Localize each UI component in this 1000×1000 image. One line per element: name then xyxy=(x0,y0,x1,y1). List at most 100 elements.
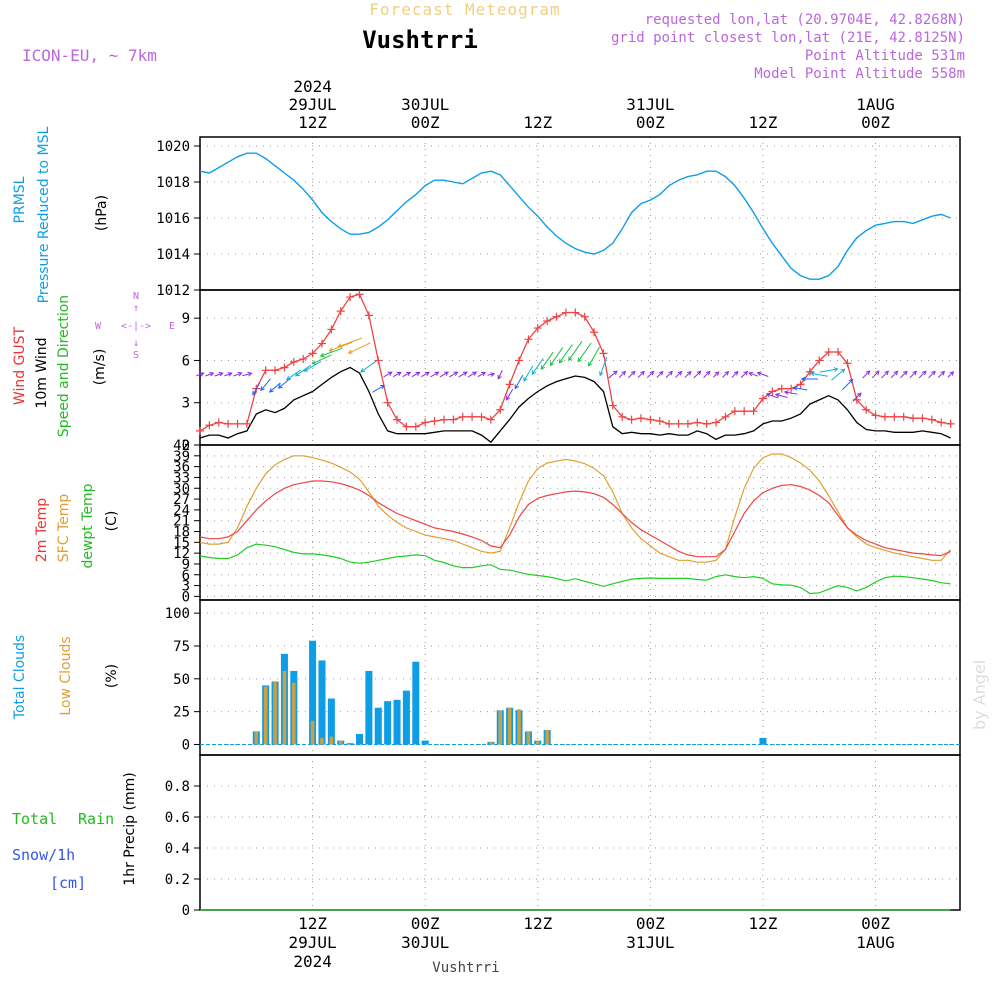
wind-arrow xyxy=(549,347,564,367)
precip-tick-label: 0.2 xyxy=(165,872,190,888)
gust-marker xyxy=(515,356,524,365)
wind-arrow-shaft xyxy=(722,371,729,378)
wind-arrow-shaft xyxy=(568,341,583,361)
wind-arrow-shaft xyxy=(242,372,252,377)
temp-tick-label: 27 xyxy=(173,492,190,508)
wind-arrow-shaft xyxy=(748,372,759,377)
wind-label-gust: Wind GUST xyxy=(12,326,28,405)
wind-arrow xyxy=(819,367,839,373)
wind-arrow-shaft xyxy=(303,361,322,372)
top-time-label: 00Z xyxy=(861,113,890,132)
low-cloud-bar xyxy=(263,686,268,745)
gust-marker xyxy=(843,359,852,368)
wind-arrow xyxy=(402,371,412,378)
panel-pressure: 1012 1014 1016 1018 1020 xyxy=(156,136,961,299)
wind-arrow-head xyxy=(406,371,412,377)
wind-arrow-head xyxy=(260,386,265,392)
wind-10m-line xyxy=(199,366,951,444)
wind-arrow-shaft xyxy=(224,372,232,377)
clouds-tick-label: 50 xyxy=(173,672,190,688)
gust-marker xyxy=(618,412,627,421)
wind-arrow xyxy=(411,371,421,378)
pressure-frame xyxy=(199,136,961,291)
wind-arrow-head xyxy=(893,370,899,376)
wind-arrow-shaft xyxy=(286,369,302,381)
total-cloud-bar xyxy=(346,743,354,745)
total-cloud-bar xyxy=(365,670,373,745)
low-cloud-bar xyxy=(536,740,540,745)
wind-arrow xyxy=(392,371,402,378)
wind-arrow-head xyxy=(347,349,353,354)
wind-arrow-head xyxy=(218,372,224,377)
gust-marker xyxy=(805,367,814,376)
wind-arrow-head xyxy=(268,388,274,393)
wind-arrow-shaft xyxy=(320,347,343,357)
wind-arrow-shaft xyxy=(439,371,449,378)
wind-arrow xyxy=(196,372,205,377)
low-cloud-bar xyxy=(545,730,549,745)
wind-arrow xyxy=(937,370,946,379)
wind-arrow xyxy=(347,342,371,354)
wind-arrow-head xyxy=(490,372,496,377)
wind-arrow-shaft xyxy=(618,371,626,379)
wind-arrow-head xyxy=(294,371,300,377)
bottom-time-label: 29JUL xyxy=(289,933,337,952)
temp-tick-label: 21 xyxy=(173,514,190,530)
panel-precip: 0 0.2 0.4 0.6 0.8 xyxy=(165,754,961,919)
wind-arrow xyxy=(713,371,720,378)
temp-labels: 2m Temp SFC Temp dewpt Temp (C) xyxy=(34,483,120,568)
wind-arrow xyxy=(303,361,322,372)
low-cloud-bar xyxy=(292,682,296,745)
wind-arrow-head xyxy=(621,370,627,376)
wind-arrow-shaft xyxy=(497,370,503,380)
wind-arrow-head xyxy=(800,376,806,382)
temp-label-sfc: SFC Temp xyxy=(56,494,72,563)
gust-marker xyxy=(590,328,599,337)
temp-sfc-line xyxy=(199,453,952,563)
wind-arrow-head xyxy=(809,371,815,377)
wind-arrow xyxy=(523,365,534,382)
wind-arrow-shaft xyxy=(458,371,468,378)
total-cloud-bar xyxy=(412,661,420,745)
wind-arrow-head xyxy=(884,370,890,376)
top-time-label: 12Z xyxy=(749,113,778,132)
wind-arrow-shaft xyxy=(531,358,544,375)
gust-marker xyxy=(702,419,711,428)
wind-arrow-head xyxy=(902,370,908,376)
wind-arrow-shaft xyxy=(599,357,608,376)
wind-arrow-shaft xyxy=(608,370,618,379)
low-cloud-bar xyxy=(338,740,343,745)
wind-arrow-head xyxy=(549,361,555,367)
clouds-tick-label: 100 xyxy=(165,606,190,622)
wind-arrow xyxy=(852,392,862,402)
gust-marker xyxy=(777,384,786,393)
wind-arrow-head xyxy=(523,376,528,382)
wind-arrow-head xyxy=(227,372,233,377)
wind-arrow-shaft xyxy=(392,371,402,378)
wind-arrow-head xyxy=(387,371,393,376)
cloud-unit: (%) xyxy=(104,664,120,688)
gust-marker xyxy=(571,308,580,317)
bottom-time-label: 12Z xyxy=(298,914,327,933)
precip-unit: 1hr Precip (mm) xyxy=(122,772,138,885)
gust-marker xyxy=(364,311,373,320)
temp-tick-label: 33 xyxy=(173,470,190,486)
wind-arrow-head xyxy=(252,390,257,396)
dewpt-line xyxy=(199,543,951,595)
gust-marker xyxy=(946,419,955,428)
temp-tick-label: 24 xyxy=(173,503,190,519)
gust-marker xyxy=(909,414,918,423)
wind-arrow xyxy=(467,371,478,378)
wind-arrow-head xyxy=(277,384,283,389)
wind-arrow-head xyxy=(949,371,955,376)
gust-marker xyxy=(439,415,448,424)
gust-marker xyxy=(899,412,908,421)
bottom-time-label: 2024 xyxy=(293,952,332,971)
wind-arrow-shaft xyxy=(909,370,917,379)
low-cloud-bar xyxy=(310,720,315,745)
compass-n: N xyxy=(133,291,139,302)
wind-arrow xyxy=(421,371,430,378)
wind-arrow-head xyxy=(714,371,720,376)
